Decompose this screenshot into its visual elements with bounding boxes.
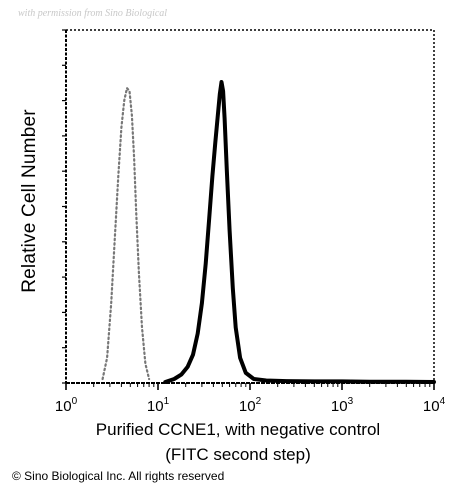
x-tick-label: 102 bbox=[239, 396, 262, 415]
sample-series bbox=[163, 80, 436, 384]
x-tick-label: 103 bbox=[331, 396, 354, 415]
copyright-text: © Sino Biological Inc. All rights reserv… bbox=[12, 469, 225, 483]
watermark-text: with permission from Sino Biological bbox=[18, 8, 168, 19]
negative-control-series bbox=[101, 86, 151, 381]
y-axis-label: Relative Cell Number bbox=[19, 109, 40, 293]
x-tick-label: 100 bbox=[55, 396, 78, 415]
x-tick-label: 101 bbox=[147, 396, 170, 415]
x-axis-label-line2: (FITC second step) bbox=[165, 445, 311, 464]
x-tick-label: 104 bbox=[423, 396, 446, 415]
x-axis-label: Purified CCNE1, with negative control bbox=[95, 420, 381, 439]
